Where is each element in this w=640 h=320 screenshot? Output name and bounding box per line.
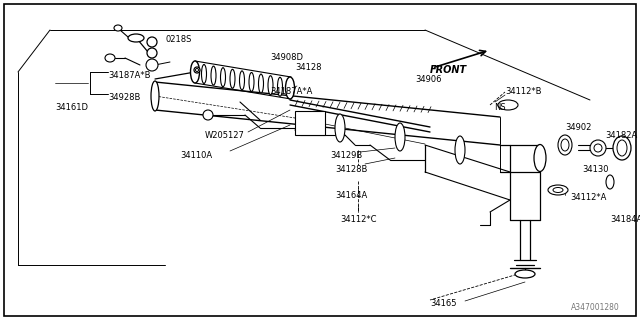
Ellipse shape (105, 54, 115, 62)
Ellipse shape (151, 81, 159, 111)
Circle shape (147, 48, 157, 58)
Bar (295, 111, 325, 135)
Ellipse shape (594, 144, 602, 152)
Text: 34187A*B: 34187A*B (108, 71, 150, 81)
Text: NS: NS (494, 103, 506, 113)
Text: 34110A: 34110A (180, 150, 212, 159)
Ellipse shape (553, 188, 563, 193)
Ellipse shape (498, 100, 518, 110)
Text: W205127: W205127 (205, 131, 245, 140)
Ellipse shape (515, 270, 535, 278)
Text: 34164A: 34164A (335, 190, 367, 199)
Text: 34112*C: 34112*C (340, 215, 376, 225)
Text: 34112*B: 34112*B (505, 87, 541, 97)
Ellipse shape (221, 68, 225, 87)
Ellipse shape (558, 135, 572, 155)
Text: 34906: 34906 (415, 76, 442, 84)
Text: 34928B: 34928B (108, 93, 140, 102)
Ellipse shape (211, 66, 216, 85)
Text: 34165: 34165 (430, 299, 456, 308)
Ellipse shape (606, 175, 614, 189)
Text: A347001280: A347001280 (572, 303, 620, 313)
Ellipse shape (194, 67, 200, 73)
Ellipse shape (202, 65, 207, 84)
Ellipse shape (534, 145, 546, 172)
Ellipse shape (239, 71, 244, 90)
Ellipse shape (128, 34, 144, 42)
Ellipse shape (613, 136, 631, 160)
Ellipse shape (278, 77, 282, 96)
Text: 34129B: 34129B (330, 150, 362, 159)
Ellipse shape (146, 59, 158, 71)
Ellipse shape (395, 123, 405, 151)
Ellipse shape (335, 114, 345, 142)
Ellipse shape (285, 77, 294, 99)
Text: 34128B: 34128B (335, 165, 367, 174)
Text: 34908D: 34908D (270, 53, 303, 62)
Text: 34187A*A: 34187A*A (270, 87, 312, 97)
Text: 0218S: 0218S (165, 36, 191, 44)
Text: FRONT: FRONT (430, 65, 467, 75)
Text: 34112*A: 34112*A (570, 194, 606, 203)
Ellipse shape (249, 73, 254, 92)
Ellipse shape (268, 76, 273, 95)
Ellipse shape (259, 74, 264, 93)
Text: 34128: 34128 (295, 62, 321, 71)
Ellipse shape (590, 140, 606, 156)
Ellipse shape (203, 110, 213, 120)
Circle shape (147, 37, 157, 47)
Text: 34902: 34902 (565, 124, 591, 132)
Ellipse shape (561, 139, 569, 151)
Ellipse shape (191, 61, 200, 83)
Ellipse shape (114, 25, 122, 31)
Text: 34130: 34130 (582, 165, 609, 174)
Ellipse shape (617, 140, 627, 156)
Ellipse shape (195, 68, 198, 71)
Text: 34161D: 34161D (55, 103, 88, 113)
Ellipse shape (548, 185, 568, 195)
Text: 34182A: 34182A (605, 131, 637, 140)
Ellipse shape (455, 136, 465, 164)
Text: 34184A: 34184A (610, 215, 640, 225)
Ellipse shape (230, 69, 235, 88)
